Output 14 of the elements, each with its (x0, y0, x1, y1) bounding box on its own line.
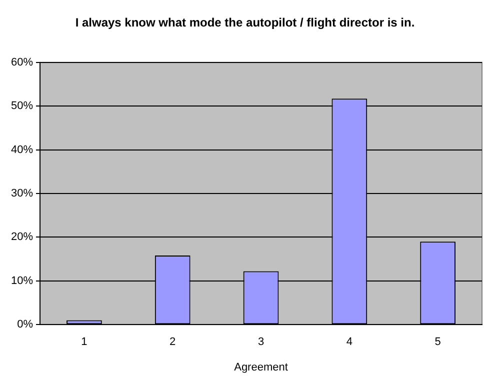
y-tick-label: 50% (10, 100, 34, 112)
x-tick-label: 4 (346, 336, 352, 348)
y-tick-label: 20% (10, 231, 34, 244)
chart-title: I always know what mode the autopilot / flight director is in. (75, 16, 415, 30)
y-tick-label: 10% (10, 274, 34, 287)
y-tick-label: 60% (10, 56, 34, 68)
x-axis-title: Agreement (234, 361, 288, 374)
x-tick-label: 3 (258, 336, 264, 348)
y-tick-label: 40% (10, 144, 34, 156)
x-tick-label: 5 (434, 336, 441, 348)
y-tick-label: 0% (17, 318, 34, 331)
x-tick-label: 1 (81, 336, 88, 348)
x-tick-label: 2 (170, 336, 176, 348)
y-tick-label: 30% (10, 188, 34, 200)
